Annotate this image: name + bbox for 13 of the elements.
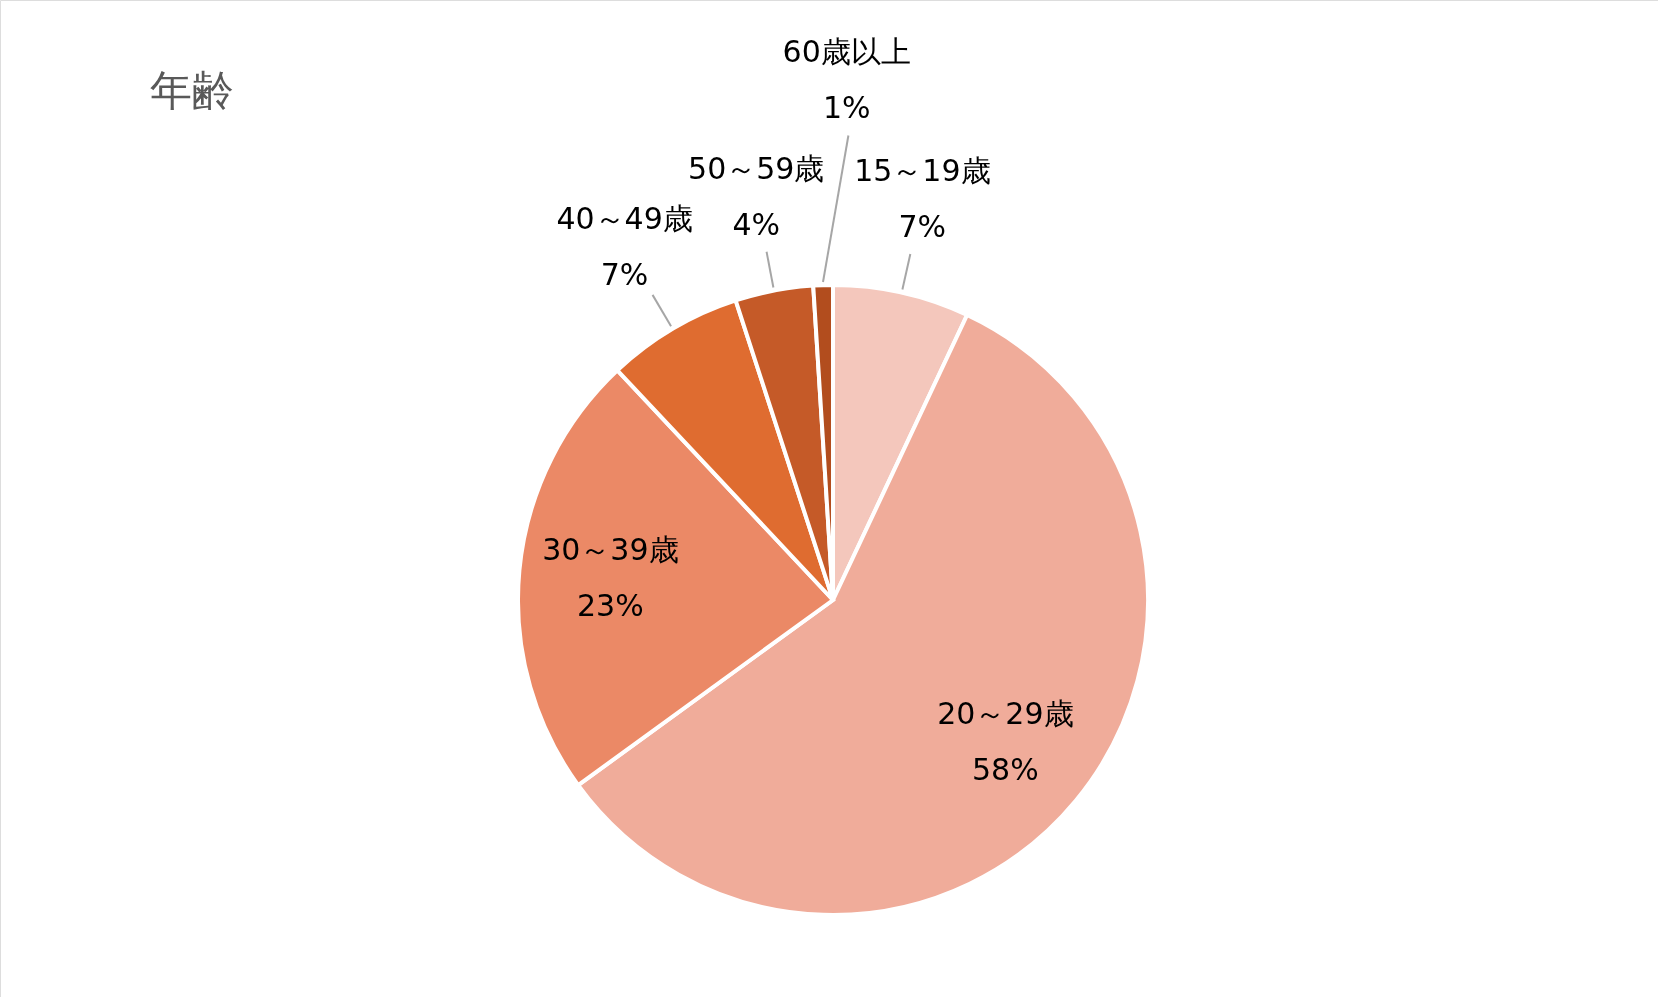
data-label: 7%	[898, 209, 947, 245]
data-label: 58%	[971, 751, 1039, 787]
data-label: 4%	[732, 206, 781, 242]
data-label: 23%	[577, 587, 644, 623]
slice-label: 20～29歳	[937, 695, 1074, 731]
slice-label: 50～59歳	[688, 150, 825, 186]
data-label: 7%	[600, 256, 649, 292]
slice-label: 40～49歳	[556, 200, 693, 236]
data-label: 1%	[822, 89, 871, 125]
slice-label: 60歳以上	[782, 33, 911, 69]
text: 年齢	[150, 66, 234, 115]
slice-label: 15～19歳	[854, 153, 991, 189]
slice-label: 30～39歳	[542, 531, 679, 567]
